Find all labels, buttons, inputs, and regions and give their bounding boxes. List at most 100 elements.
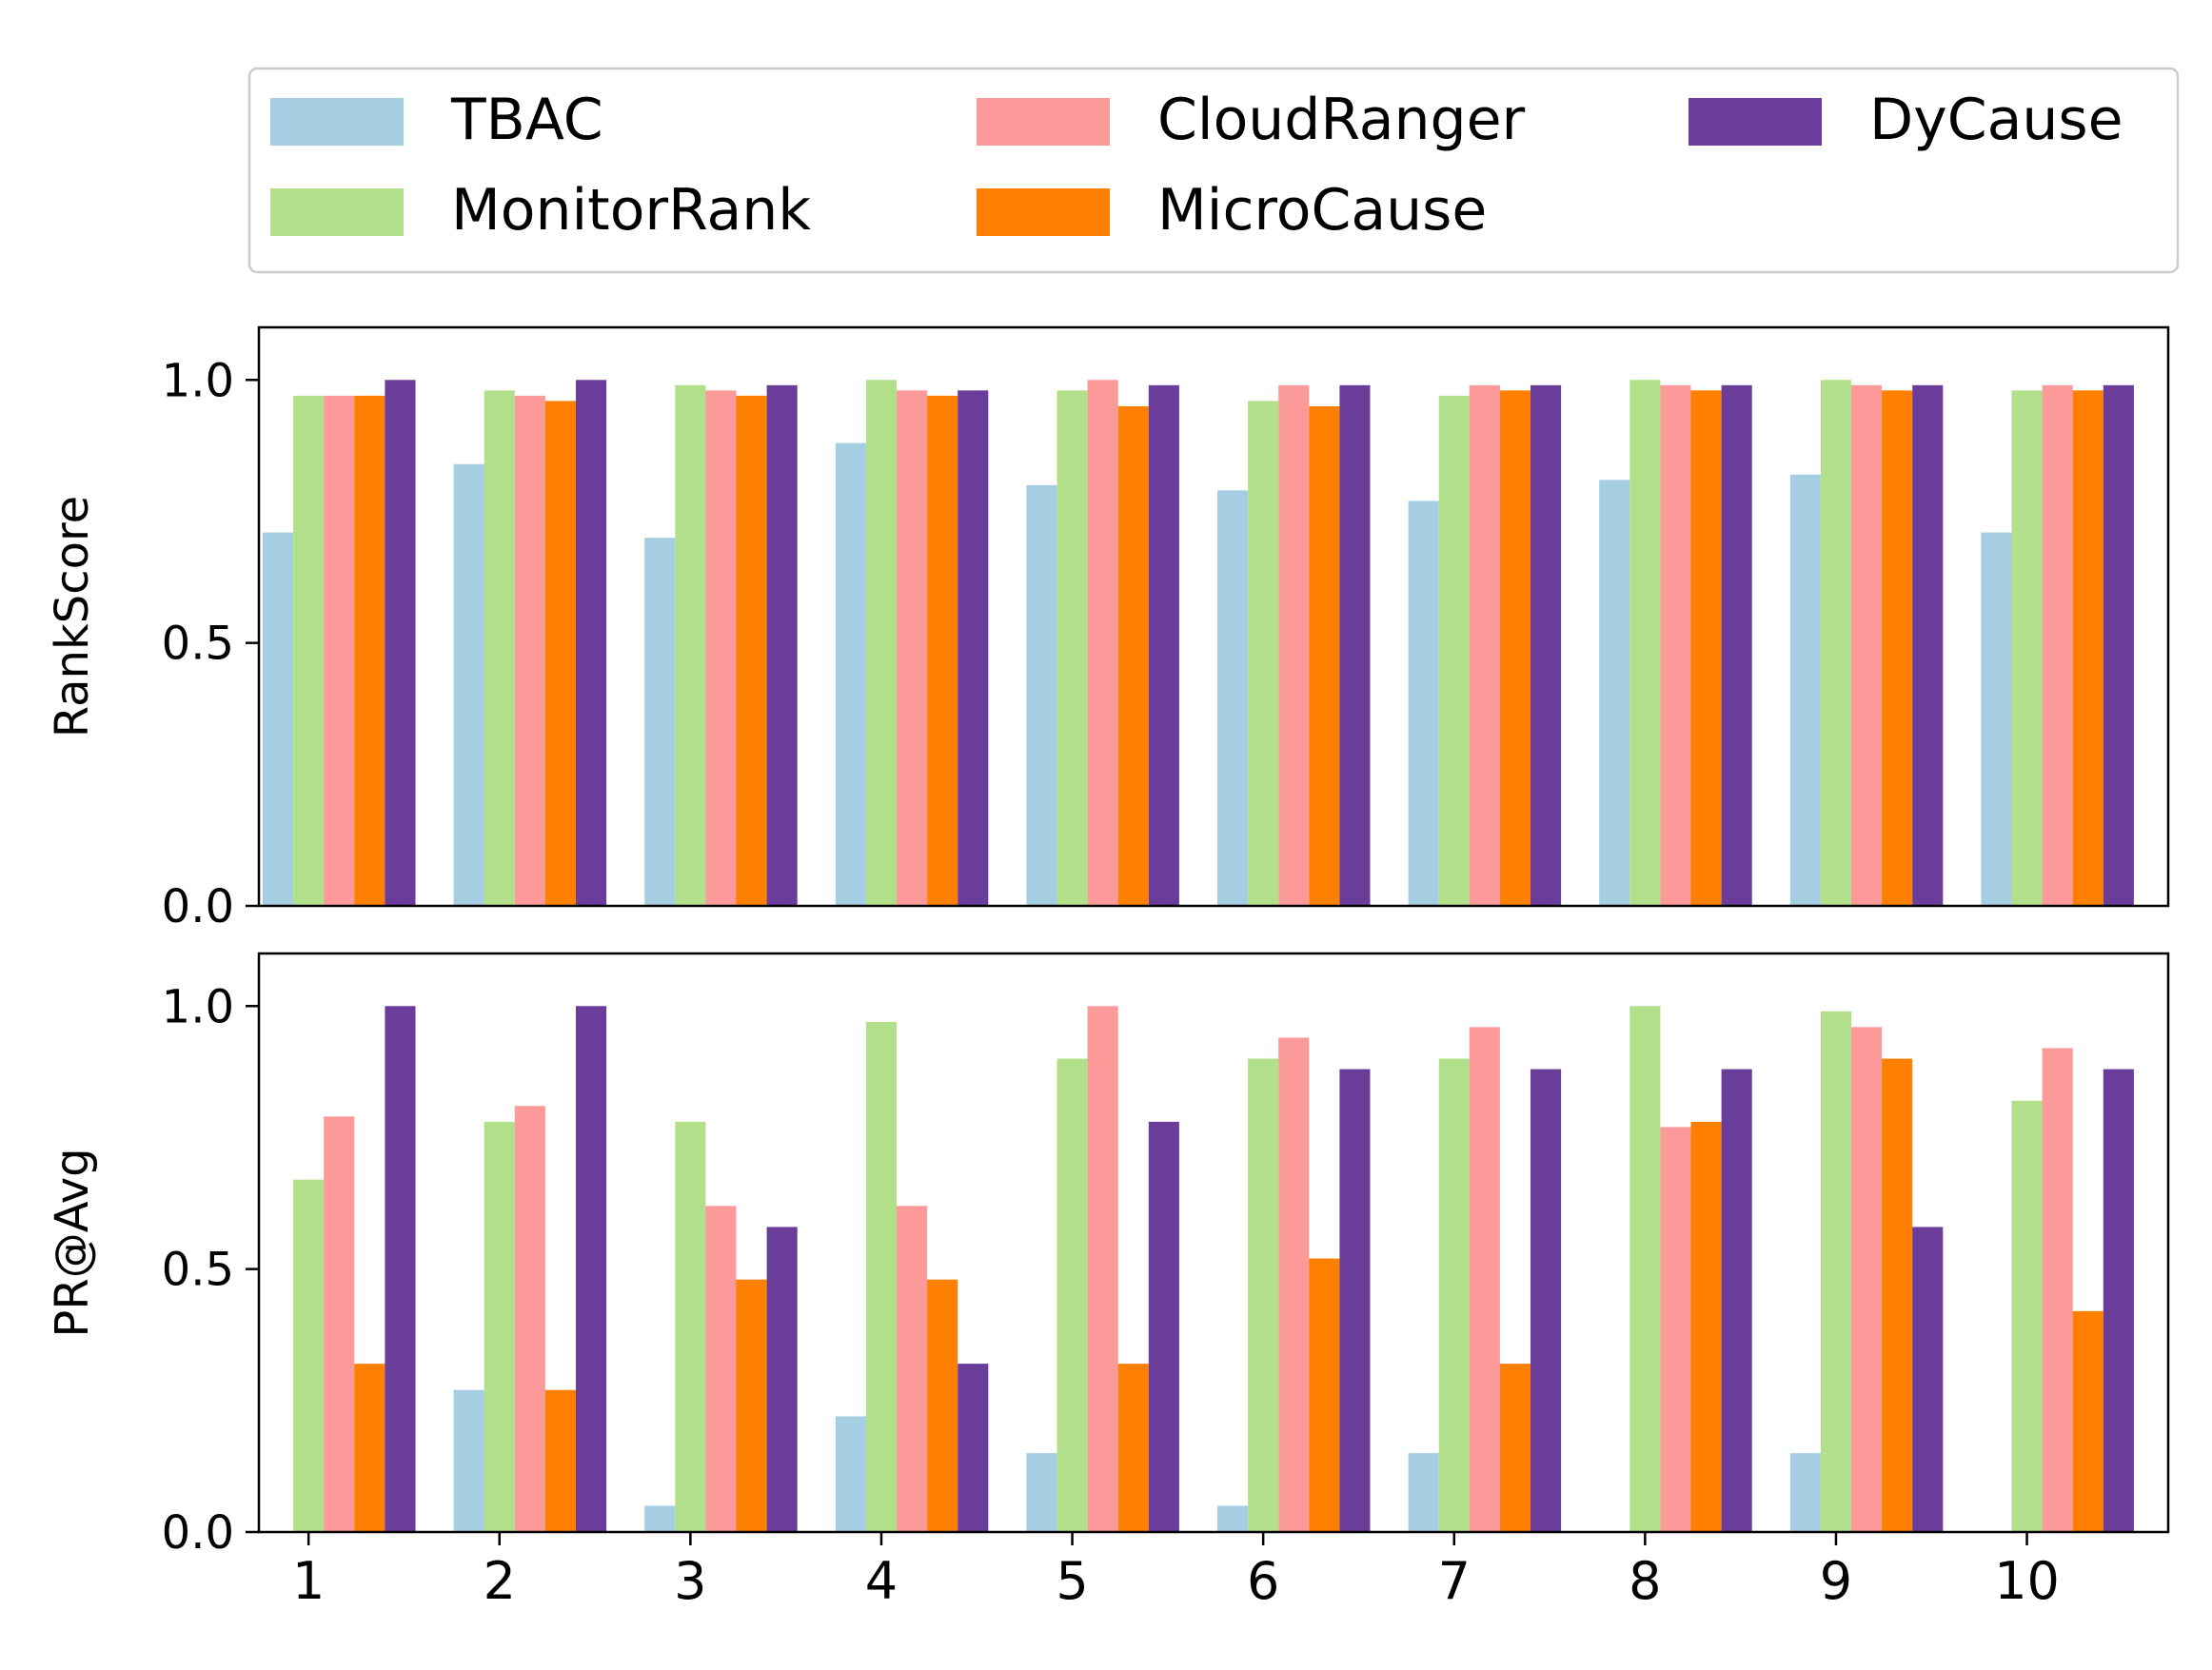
pr-avg-ytick-label-0-5: 0.5 <box>162 1244 234 1297</box>
pr-avg-bar-microcause-5 <box>1117 1364 1149 1532</box>
pr-avg-bar-microcause-9 <box>1882 1058 1913 1532</box>
rankscore-bar-dycause-5 <box>1148 384 1179 906</box>
rankscore-bar-monitorrank-8 <box>1629 380 1661 906</box>
legend-swatch-tbac <box>270 98 404 146</box>
legend-label-tbac: TBAC <box>450 87 603 153</box>
pr-avg-xtick-label-3: 3 <box>674 1551 706 1611</box>
legend: TBAC MonitorRank CloudRanger MicroCause DyCa… <box>247 67 2180 274</box>
legend-swatch-cloudranger <box>977 98 1110 146</box>
pr-avg-bar-dycause-9 <box>1912 1227 1944 1532</box>
rankscore-bar-dycause-4 <box>958 390 989 907</box>
pr-avg-bar-dycause-3 <box>766 1227 798 1532</box>
pr-avg-bar-microcause-3 <box>736 1279 767 1532</box>
rankscore-bar-cloudranger-10 <box>2042 384 2073 906</box>
rankscore-plot-frame <box>257 325 2170 908</box>
rankscore-bar-monitorrank-4 <box>865 380 898 906</box>
pr-avg-bar-dycause-1 <box>385 1006 416 1532</box>
pr-avg-bar-monitorrank-2 <box>484 1121 515 1532</box>
pr-avg-bar-monitorrank-10 <box>2011 1100 2043 1532</box>
pr-avg-bar-monitorrank-4 <box>865 1021 898 1532</box>
pr-avg-bar-microcause-2 <box>544 1389 576 1532</box>
pr-avg-bar-tbac-4 <box>835 1416 866 1532</box>
rankscore-bar-monitorrank-2 <box>484 390 515 907</box>
rankscore-bar-microcause-1 <box>354 395 385 907</box>
rankscore-bar-tbac-7 <box>1408 501 1439 906</box>
pr-avg-bar-cloudranger-7 <box>1469 1027 1500 1532</box>
rankscore-bar-dycause-8 <box>1721 384 1752 906</box>
pr-avg-bar-cloudranger-6 <box>1278 1037 1310 1532</box>
rankscore-bar-microcause-7 <box>1499 390 1531 907</box>
rankscore-bar-microcause-8 <box>1690 390 1722 907</box>
pr-avg-bar-monitorrank-5 <box>1057 1058 1088 1532</box>
pr-avg-xtick-label-6: 6 <box>1247 1551 1279 1611</box>
rankscore-bar-microcause-5 <box>1117 405 1149 906</box>
rankscore-bar-cloudranger-8 <box>1660 384 1691 906</box>
rankscore-bar-cloudranger-6 <box>1278 384 1310 906</box>
pr-avg-bar-dycause-4 <box>958 1364 989 1532</box>
rankscore-bar-cloudranger-4 <box>897 390 928 907</box>
legend-label-microcause: MicroCause <box>1157 177 1487 244</box>
pr-avg-xtick-label-8: 8 <box>1629 1551 1661 1611</box>
pr-avg-bar-monitorrank-1 <box>293 1179 325 1532</box>
rankscore-bar-monitorrank-6 <box>1248 401 1279 906</box>
rankscore-bar-monitorrank-5 <box>1057 390 1088 907</box>
pr-avg-bar-tbac-3 <box>644 1505 676 1532</box>
pr-avg-bar-cloudranger-4 <box>897 1206 928 1532</box>
pr-avg-xtick-label-4: 4 <box>865 1551 898 1611</box>
pr-avg-bar-microcause-4 <box>927 1279 958 1532</box>
pr-avg-bar-tbac-9 <box>1789 1453 1821 1532</box>
pr-avg-bar-tbac-6 <box>1217 1505 1249 1532</box>
pr-avg-bar-monitorrank-8 <box>1629 1006 1661 1532</box>
pr-avg-bar-monitorrank-6 <box>1248 1058 1279 1532</box>
rankscore-bar-tbac-3 <box>644 538 676 906</box>
pr-avg-panel: 0.0 0.5 1.0 PR@Avg 1 2 3 4 5 6 7 8 9 10 <box>46 952 2170 1611</box>
pr-avg-xtick-label-9: 9 <box>1820 1551 1852 1611</box>
rankscore-ytick-label-0-5: 0.5 <box>162 618 234 671</box>
pr-avg-bar-monitorrank-3 <box>675 1121 706 1532</box>
rankscore-bar-cloudranger-5 <box>1087 380 1118 906</box>
rankscore-bar-cloudranger-3 <box>705 390 737 907</box>
pr-avg-xtick-label-10: 10 <box>1994 1551 2060 1611</box>
rankscore-ytick-label-0-0: 0.0 <box>162 880 234 933</box>
rankscore-bar-microcause-4 <box>927 395 958 907</box>
legend-swatch-dycause <box>1689 98 1822 146</box>
rankscore-bar-microcause-3 <box>736 395 767 907</box>
rankscore-bar-microcause-10 <box>2072 390 2103 907</box>
rankscore-bar-cloudranger-9 <box>1851 384 1883 906</box>
pr-avg-ytick-label-0-0: 0.0 <box>162 1506 234 1560</box>
rankscore-bar-dycause-6 <box>1339 384 1371 906</box>
rankscore-bar-tbac-10 <box>1981 532 2012 906</box>
rankscore-bar-tbac-1 <box>263 532 294 906</box>
rankscore-bar-tbac-2 <box>453 463 484 906</box>
rankscore-bar-dycause-7 <box>1531 384 1562 906</box>
rankscore-bar-tbac-9 <box>1789 474 1821 906</box>
rankscore-bar-dycause-9 <box>1912 384 1944 906</box>
pr-avg-bar-microcause-1 <box>354 1364 385 1532</box>
rankscore-bar-monitorrank-10 <box>2011 390 2043 907</box>
rankscore-bar-cloudranger-7 <box>1469 384 1500 906</box>
pr-avg-xtick-label-7: 7 <box>1438 1551 1471 1611</box>
pr-avg-bar-cloudranger-2 <box>514 1106 545 1532</box>
rankscore-bar-dycause-10 <box>2103 384 2134 906</box>
rankscore-bar-tbac-4 <box>835 442 866 906</box>
pr-avg-bar-microcause-10 <box>2072 1310 2103 1532</box>
rankscore-bar-monitorrank-7 <box>1438 395 1470 907</box>
rankscore-bar-dycause-1 <box>385 380 416 906</box>
rankscore-ylabel: RankScore <box>46 496 99 737</box>
legend-label-cloudranger: CloudRanger <box>1157 87 1526 153</box>
pr-avg-bar-monitorrank-7 <box>1438 1058 1470 1532</box>
rankscore-bar-tbac-6 <box>1217 490 1249 906</box>
pr-avg-xtick-label-2: 2 <box>484 1551 516 1611</box>
legend-swatch-microcause <box>977 188 1110 236</box>
rankscore-bar-microcause-9 <box>1882 390 1913 907</box>
pr-avg-bar-cloudranger-8 <box>1660 1127 1691 1532</box>
pr-avg-bar-cloudranger-1 <box>324 1116 355 1532</box>
pr-avg-bar-microcause-6 <box>1309 1258 1340 1532</box>
pr-avg-xtick-label-1: 1 <box>292 1551 325 1611</box>
rankscore-ytick-label-1-0: 1.0 <box>162 354 234 407</box>
pr-avg-bar-tbac-2 <box>453 1389 484 1532</box>
rankscore-bar-microcause-2 <box>544 401 576 906</box>
pr-avg-xtick-label-5: 5 <box>1056 1551 1088 1611</box>
